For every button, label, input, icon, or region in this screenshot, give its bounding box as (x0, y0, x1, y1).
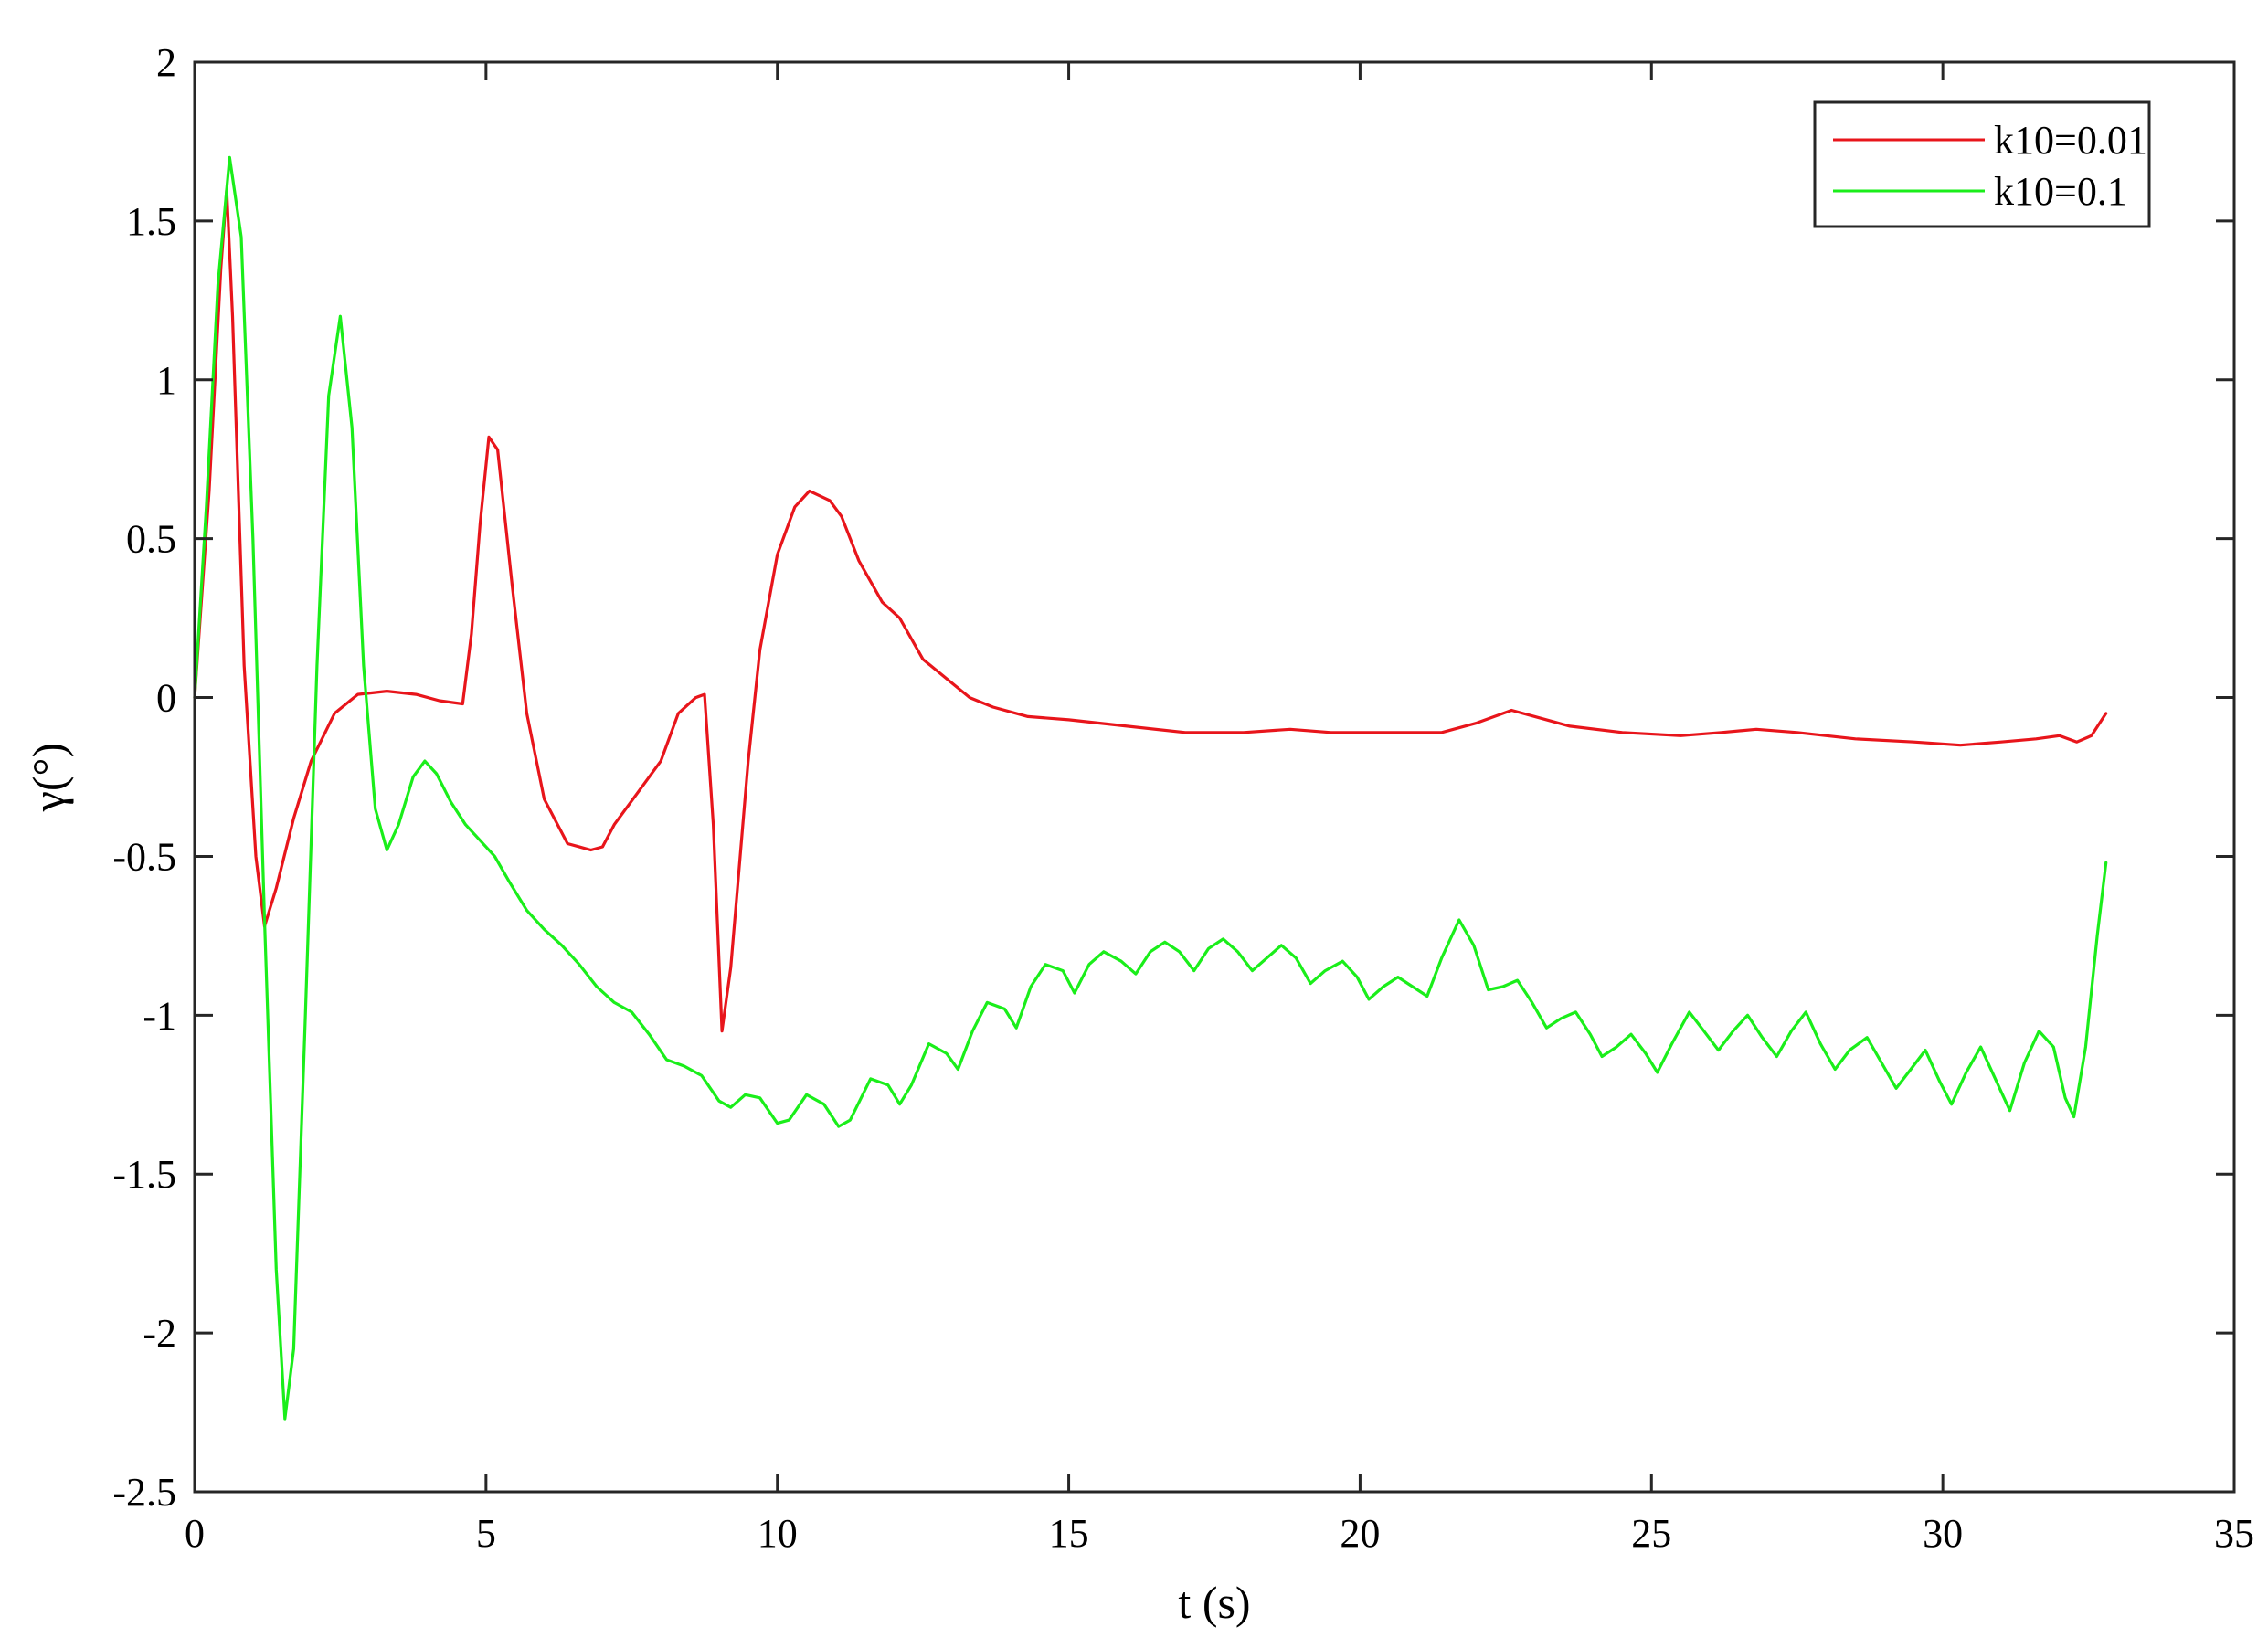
x-tick-label: 15 (1049, 1511, 1089, 1556)
x-tick-label: 20 (1340, 1511, 1380, 1556)
legend-label-series-1: k10=0.01 (1994, 118, 2147, 163)
y-tick-label: -1.5 (112, 1152, 176, 1197)
y-axis-title: γ(°) (23, 743, 74, 812)
y-tick-label: -2 (143, 1311, 176, 1356)
x-tick-label: 5 (476, 1511, 496, 1556)
y-tick-label: 0 (156, 676, 176, 721)
legend-label-series-2: k10=0.1 (1994, 169, 2127, 214)
x-tick-label: 35 (2214, 1511, 2254, 1556)
x-tick-label: 25 (1631, 1511, 1671, 1556)
y-tick-label: -1 (143, 993, 176, 1038)
y-tick-label: -2.5 (112, 1470, 176, 1515)
series-layer (193, 155, 2108, 1421)
legend: k10=0.01 k10=0.1 (1813, 100, 2151, 228)
tick-marks (193, 60, 2236, 1494)
y-tick-label: 1.5 (126, 199, 176, 244)
series-line-2 (193, 155, 2108, 1421)
y-tick-label: 2 (156, 40, 176, 85)
y-tick-labels: 2 1.5 1 0.5 0 -0.5 -1 -1.5 -2 -2.5 (112, 40, 176, 1515)
x-tick-label: 10 (758, 1511, 798, 1556)
x-tick-labels: 0 5 10 15 20 25 30 35 (185, 1511, 2254, 1556)
series-line-1 (193, 187, 2108, 1033)
x-tick-label: 30 (1923, 1511, 1963, 1556)
x-axis-title: t (s) (1178, 1577, 1250, 1628)
y-tick-label: 1 (156, 358, 176, 403)
plot-area-frame (193, 60, 2236, 1494)
x-tick-label: 0 (185, 1511, 205, 1556)
y-tick-label: 0.5 (126, 517, 176, 562)
legend-box (1813, 100, 2151, 228)
y-tick-label: -0.5 (112, 834, 176, 879)
